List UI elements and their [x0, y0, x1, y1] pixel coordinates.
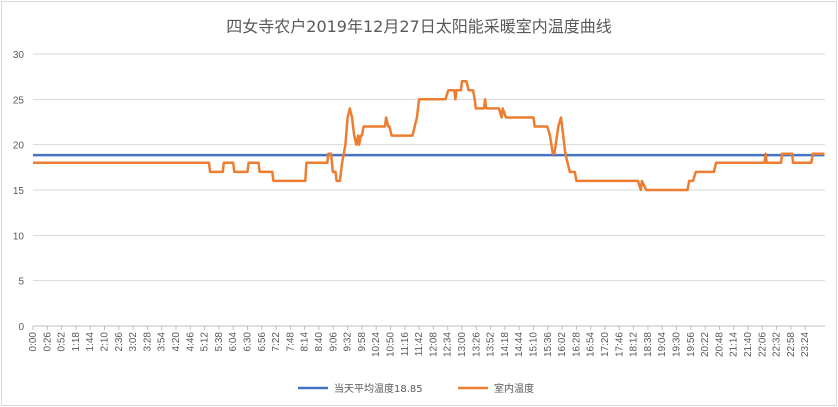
x-tick-label: 9:58 [357, 332, 368, 352]
x-tick-label: 4:20 [171, 332, 182, 352]
x-tick-label: 22:58 [786, 332, 797, 357]
y-tick-label: 10 [13, 231, 25, 242]
x-tick-label: 3:54 [157, 332, 168, 352]
x-tick-label: 21:14 [729, 332, 740, 357]
legend-label: 室内温度 [494, 382, 534, 395]
y-tick-label: 5 [18, 277, 24, 288]
x-tick-label: 7:48 [285, 332, 296, 352]
indoor-temperature-line [33, 79, 825, 192]
x-tick-label: 19:04 [657, 332, 668, 357]
x-tick-label: 2:36 [114, 332, 125, 352]
x-tick-label: 19:56 [686, 332, 697, 357]
x-tick-label: 22:32 [772, 332, 783, 357]
x-tick-label: 12:34 [443, 332, 454, 357]
x-tick-label: 6:04 [228, 332, 239, 352]
x-tick-label: 8:40 [314, 332, 325, 352]
x-tick-label: 11:42 [414, 332, 425, 357]
x-tick-label: 11:16 [400, 332, 411, 357]
x-tick-label: 9:32 [343, 332, 354, 352]
x-tick-label: 1:18 [71, 332, 82, 352]
x-tick-label: 17:46 [614, 332, 625, 357]
x-tick-label: 9:06 [328, 332, 339, 352]
x-tick-label: 6:30 [243, 332, 254, 352]
x-tick-label: 14:18 [500, 332, 511, 357]
x-tick-label: 13:00 [457, 332, 468, 357]
y-tick-label: 25 [13, 95, 25, 106]
x-tick-label: 0:00 [28, 332, 39, 352]
x-tick-label: 17:20 [600, 332, 611, 357]
x-tick-label: 15:36 [543, 332, 554, 357]
x-tick-label: 22:06 [757, 332, 768, 357]
x-tick-label: 13:52 [486, 332, 497, 357]
y-tick-label: 30 [13, 50, 25, 61]
chart-title: 四女寺农户2019年12月27日太阳能采暖室内温度曲线 [226, 17, 611, 36]
x-tick-label: 0:26 [42, 332, 53, 352]
x-tick-label: 18:38 [643, 332, 654, 357]
x-tick-label: 7:22 [271, 332, 282, 352]
x-tick-label: 6:56 [257, 332, 268, 352]
x-tick-label: 8:14 [300, 332, 311, 352]
x-tick-label: 16:54 [586, 332, 597, 357]
x-tick-label: 12:08 [428, 332, 439, 357]
x-tick-label: 0:52 [57, 332, 68, 352]
x-tick-label: 10:50 [386, 332, 397, 357]
x-tick-label: 3:02 [128, 332, 139, 352]
x-tick-label: 2:10 [100, 332, 111, 352]
x-tick-label: 23:24 [800, 332, 811, 357]
x-tick-label: 5:12 [200, 332, 211, 352]
x-tick-label: 20:22 [700, 332, 711, 357]
y-tick-label: 20 [13, 141, 25, 152]
x-tick-label: 5:38 [214, 332, 225, 352]
x-tick-label: 15:10 [529, 332, 540, 357]
x-tick-label: 20:48 [714, 332, 725, 357]
x-tick-label: 3:28 [142, 332, 153, 352]
y-tick-label: 15 [13, 186, 25, 197]
x-tick-label: 16:02 [557, 332, 568, 357]
x-tick-label: 16:28 [571, 332, 582, 357]
x-tick-label: 14:44 [514, 332, 525, 357]
x-tick-label: 1:44 [85, 332, 96, 352]
legend-label: 当天平均温度18.85 [334, 382, 423, 395]
x-tick-label: 21:40 [743, 332, 754, 357]
x-tick-label: 4:46 [185, 332, 196, 352]
x-tick-label: 13:26 [471, 332, 482, 357]
y-tick-label: 0 [18, 322, 24, 333]
x-tick-label: 18:12 [629, 332, 640, 357]
x-tick-label: 19:30 [672, 332, 683, 357]
x-tick-label: 10:24 [371, 332, 382, 357]
